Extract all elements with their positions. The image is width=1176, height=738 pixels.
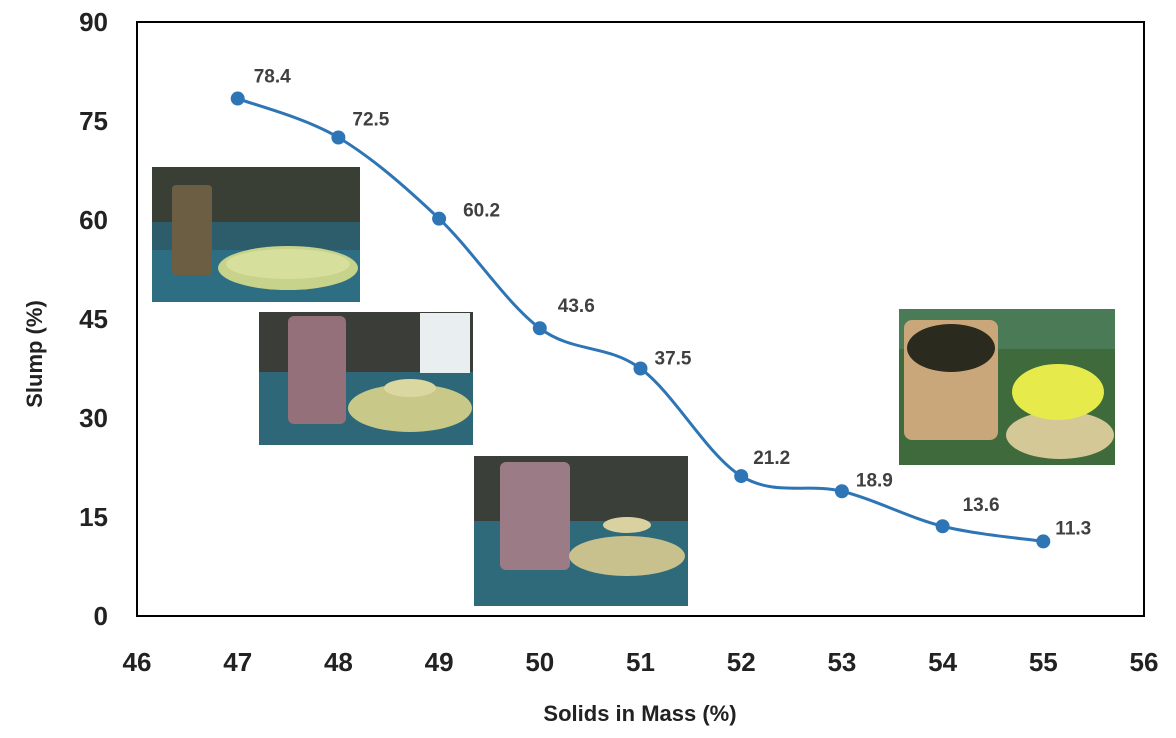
data-point bbox=[331, 130, 346, 145]
x-tick-label: 52 bbox=[727, 647, 756, 677]
x-axis-ticks: 46 47 48 49 50 51 52 53 54 55 56 bbox=[123, 647, 1159, 677]
x-axis-title: Solids in Mass (%) bbox=[543, 701, 736, 726]
series-layer bbox=[230, 91, 1051, 549]
y-axis-title: Slump (%) bbox=[22, 300, 47, 408]
x-tick-label: 55 bbox=[1029, 647, 1058, 677]
data-label: 11.3 bbox=[1055, 518, 1091, 539]
x-tick-label: 47 bbox=[223, 647, 252, 677]
data-point bbox=[734, 469, 749, 484]
data-label: 78.4 bbox=[254, 67, 291, 88]
data-label: 37.5 bbox=[655, 349, 692, 370]
photo-medium-spread bbox=[259, 312, 473, 445]
x-tick-label: 54 bbox=[928, 647, 957, 677]
x-tick-label: 56 bbox=[1130, 647, 1159, 677]
data-point bbox=[633, 361, 648, 376]
y-axis-ticks: 0 15 30 45 60 75 90 bbox=[79, 7, 108, 631]
x-tick-label: 48 bbox=[324, 647, 353, 677]
y-tick-label: 15 bbox=[79, 502, 108, 532]
photo-minimal-spread bbox=[899, 309, 1115, 465]
photo-wide-spread bbox=[152, 167, 360, 302]
data-label: 18.9 bbox=[856, 470, 893, 491]
x-tick-label: 50 bbox=[525, 647, 554, 677]
x-tick-label: 51 bbox=[626, 647, 655, 677]
plot-area bbox=[136, 21, 1145, 617]
data-point bbox=[1036, 534, 1051, 549]
y-tick-label: 30 bbox=[79, 403, 108, 433]
photo-small-spread bbox=[474, 456, 688, 606]
data-labels: 78.4 72.5 60.2 43.6 37.5 21.2 18.9 13.6 11.3 bbox=[254, 67, 1092, 540]
data-label: 60.2 bbox=[463, 201, 500, 222]
data-label: 21.2 bbox=[753, 448, 790, 469]
y-tick-label: 60 bbox=[79, 205, 108, 235]
data-label: 13.6 bbox=[963, 495, 1000, 516]
data-point bbox=[834, 484, 849, 499]
x-tick-label: 46 bbox=[123, 647, 152, 677]
data-point bbox=[935, 519, 950, 534]
data-point bbox=[230, 91, 245, 106]
y-tick-label: 45 bbox=[79, 304, 108, 334]
y-tick-label: 90 bbox=[79, 7, 108, 37]
y-tick-label: 75 bbox=[79, 106, 108, 136]
x-tick-label: 53 bbox=[827, 647, 856, 677]
x-tick-label: 49 bbox=[425, 647, 454, 677]
data-label: 72.5 bbox=[352, 110, 389, 131]
data-point bbox=[432, 211, 447, 226]
y-tick-label: 0 bbox=[94, 601, 108, 631]
data-label: 43.6 bbox=[558, 296, 595, 317]
data-point bbox=[532, 321, 547, 336]
